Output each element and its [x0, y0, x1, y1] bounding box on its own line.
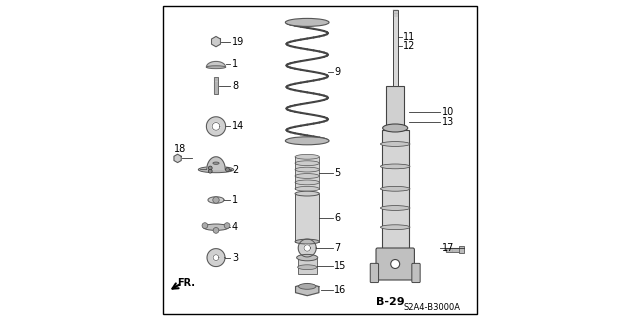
Text: B-29: B-29: [376, 297, 404, 307]
Text: 17: 17: [442, 243, 454, 253]
Bar: [387, 86, 404, 128]
Polygon shape: [296, 284, 319, 296]
Ellipse shape: [285, 19, 329, 27]
Ellipse shape: [213, 162, 219, 164]
Ellipse shape: [295, 167, 319, 172]
Polygon shape: [212, 36, 220, 47]
Ellipse shape: [198, 166, 234, 173]
Circle shape: [390, 260, 399, 268]
Ellipse shape: [380, 225, 410, 230]
Bar: [295, 194, 319, 242]
Ellipse shape: [380, 206, 410, 211]
Ellipse shape: [383, 124, 408, 132]
Polygon shape: [201, 157, 232, 170]
Circle shape: [224, 223, 230, 228]
FancyBboxPatch shape: [412, 263, 420, 283]
Polygon shape: [212, 123, 220, 130]
Bar: [447, 248, 462, 252]
Text: 7: 7: [334, 243, 340, 253]
Text: 6: 6: [334, 212, 340, 223]
Text: 15: 15: [334, 260, 347, 271]
Ellipse shape: [380, 164, 410, 169]
Text: 11: 11: [403, 32, 415, 42]
Text: 10: 10: [442, 107, 454, 117]
Text: 2: 2: [232, 164, 238, 175]
Ellipse shape: [285, 137, 329, 145]
Text: FR.: FR.: [178, 278, 196, 288]
Text: 1: 1: [232, 195, 238, 205]
FancyBboxPatch shape: [376, 248, 415, 280]
Circle shape: [209, 166, 212, 170]
Ellipse shape: [298, 284, 316, 289]
Ellipse shape: [295, 180, 319, 185]
Ellipse shape: [380, 186, 410, 191]
Text: 13: 13: [442, 116, 454, 127]
Bar: [381, 130, 409, 250]
Circle shape: [212, 197, 219, 203]
Circle shape: [202, 223, 208, 228]
Ellipse shape: [206, 66, 226, 69]
Polygon shape: [207, 117, 226, 136]
Ellipse shape: [380, 141, 410, 147]
Text: 18: 18: [173, 144, 186, 154]
Ellipse shape: [295, 186, 319, 191]
Text: 12: 12: [403, 41, 415, 52]
Circle shape: [213, 228, 219, 233]
Bar: [295, 157, 319, 189]
Ellipse shape: [295, 155, 319, 159]
Polygon shape: [206, 61, 226, 67]
Ellipse shape: [295, 161, 319, 166]
Text: S2A4-B3000A: S2A4-B3000A: [404, 303, 461, 312]
Text: 1: 1: [232, 59, 238, 69]
Text: 14: 14: [232, 121, 244, 132]
Polygon shape: [213, 255, 219, 260]
Text: 16: 16: [334, 284, 347, 295]
Text: 4: 4: [232, 222, 238, 232]
Text: 5: 5: [334, 168, 340, 178]
Polygon shape: [208, 197, 224, 203]
Ellipse shape: [298, 265, 317, 269]
Ellipse shape: [204, 224, 229, 230]
Polygon shape: [298, 239, 316, 257]
Polygon shape: [174, 154, 181, 163]
Bar: [298, 258, 317, 274]
Bar: [393, 10, 398, 86]
Text: 9: 9: [334, 67, 340, 77]
Ellipse shape: [295, 191, 319, 196]
Polygon shape: [304, 245, 310, 251]
Bar: [460, 246, 464, 253]
Text: 19: 19: [232, 36, 244, 47]
Circle shape: [209, 169, 212, 173]
FancyBboxPatch shape: [370, 263, 378, 283]
Ellipse shape: [295, 173, 319, 179]
Polygon shape: [207, 249, 225, 267]
Text: 8: 8: [232, 81, 238, 92]
Circle shape: [226, 168, 229, 172]
Bar: [214, 77, 218, 94]
Ellipse shape: [295, 239, 319, 244]
Text: 3: 3: [232, 252, 238, 263]
Ellipse shape: [297, 254, 318, 261]
FancyBboxPatch shape: [163, 6, 477, 314]
